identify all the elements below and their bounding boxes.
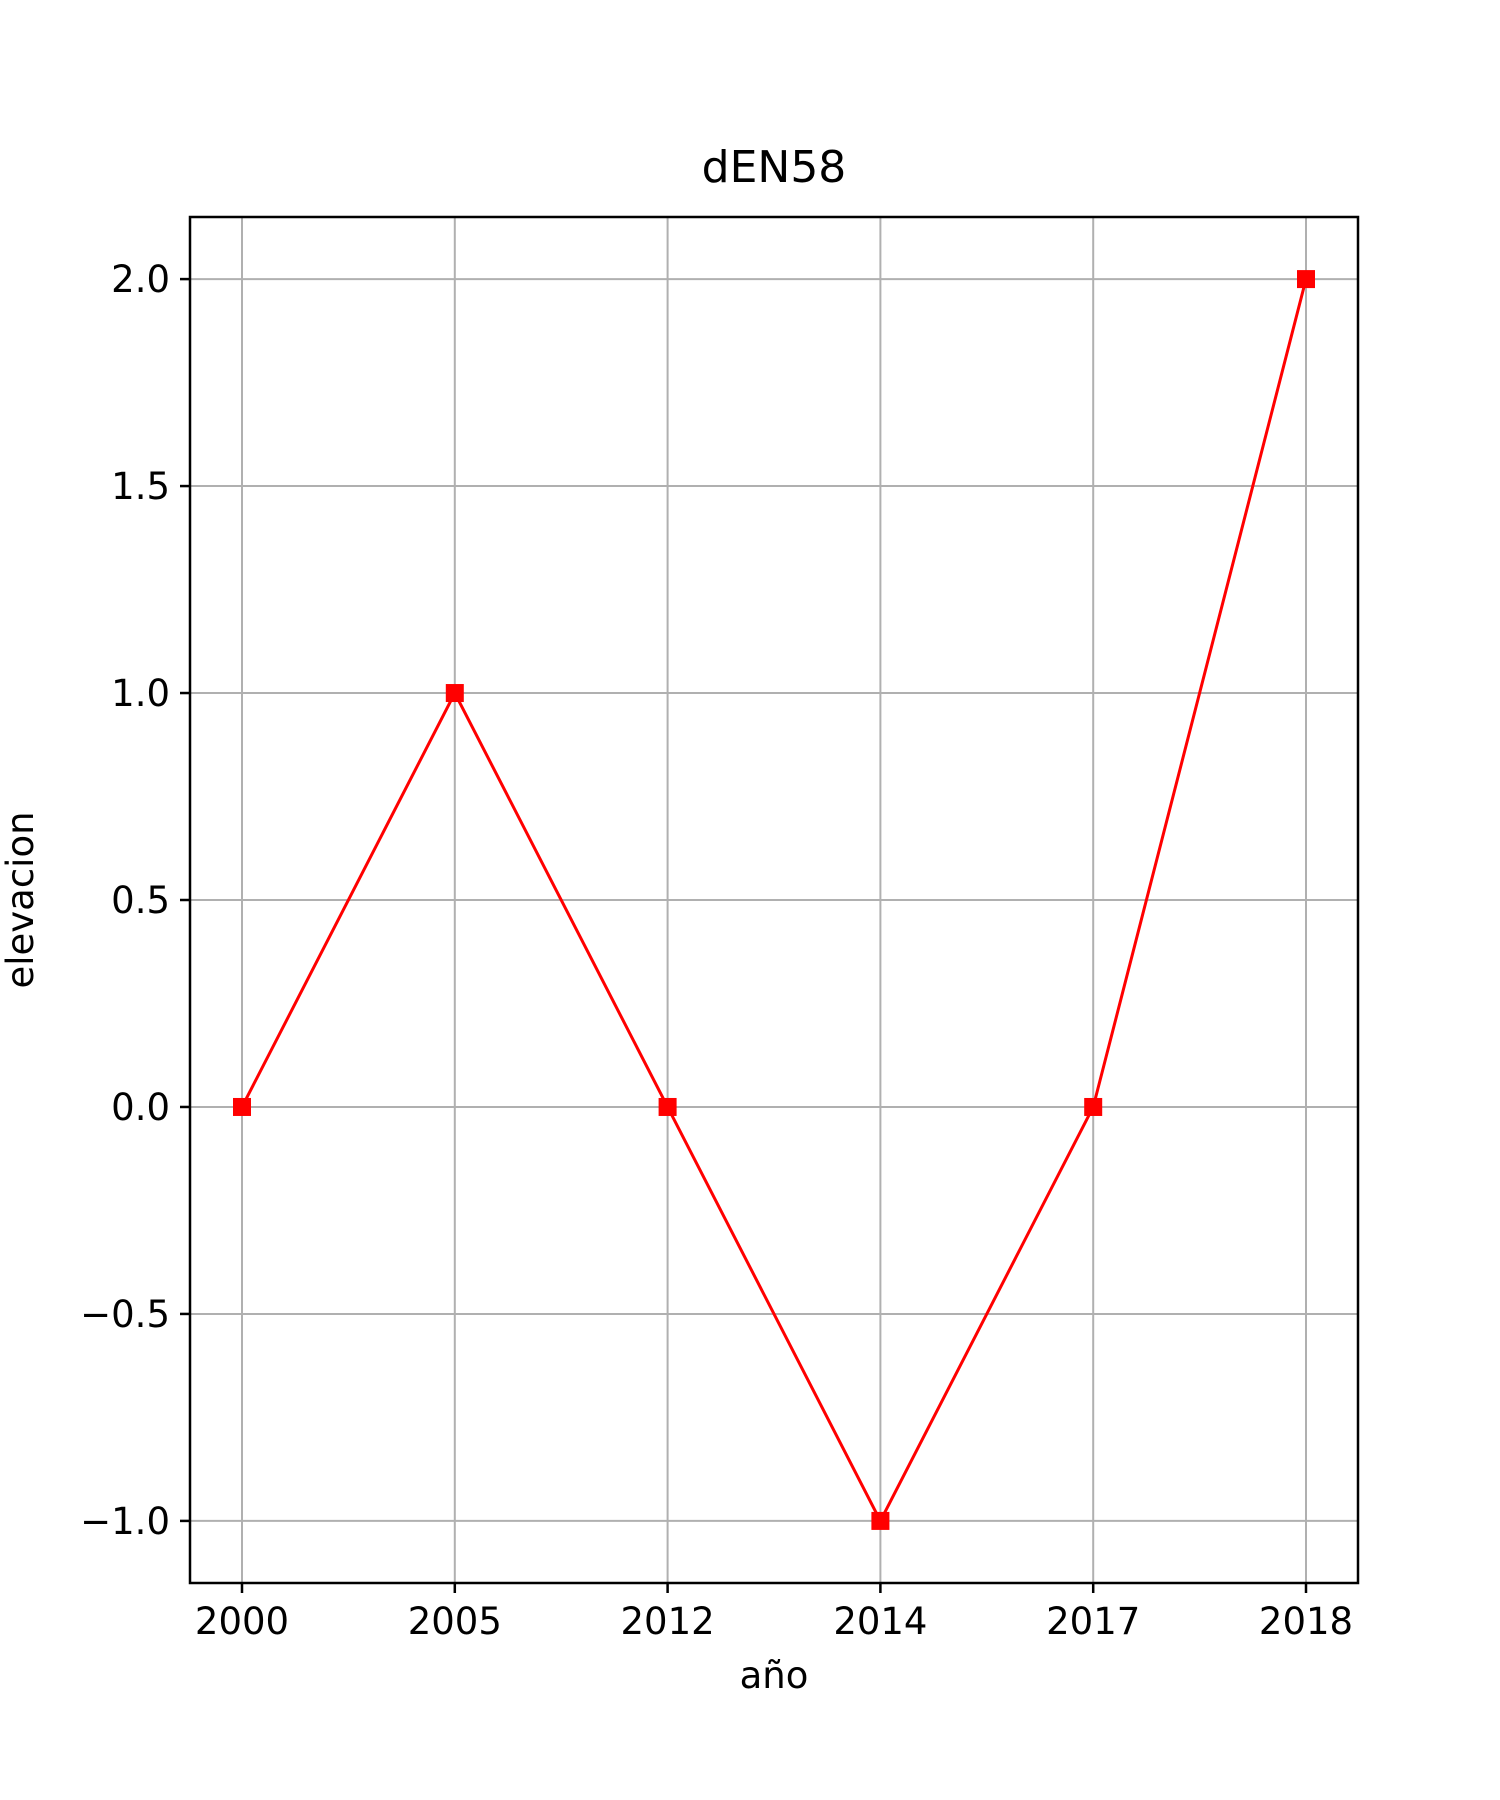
y-tick-label: 2.0 [111, 258, 170, 301]
x-tick-label: 2017 [1046, 1600, 1140, 1643]
y-tick-label: 1.0 [111, 672, 170, 715]
data-point-marker [233, 1097, 251, 1116]
series-layer [233, 270, 1315, 1530]
x-tick-label: 2000 [195, 1600, 289, 1643]
y-tick-label: −0.5 [80, 1293, 170, 1336]
y-tick-label: 0.0 [111, 1086, 170, 1129]
x-axis-label: año [740, 1654, 809, 1697]
data-point-marker [445, 684, 464, 703]
x-tick-label: 2018 [1259, 1600, 1353, 1643]
series-line [240, 278, 1308, 1525]
y-tick-label: 0.5 [111, 879, 170, 922]
data-point-marker [1084, 1097, 1103, 1116]
x-tick-label: 2014 [833, 1600, 927, 1643]
data-point-marker [871, 1511, 890, 1530]
data-point-marker [1297, 270, 1315, 289]
y-axis-label: elevacion [0, 811, 42, 988]
y-tick-label: 1.5 [111, 465, 170, 508]
data-point-marker [658, 1097, 677, 1116]
ticks: 2000 2005 2012 2014 2017 2018 −1.0 −0.5 0.0 0.5 1.… [80, 258, 1353, 1643]
y-tick-label: −1.0 [80, 1500, 170, 1543]
chart-title: dEN58 [702, 142, 847, 193]
grid [190, 217, 1358, 1583]
x-tick-label: 2005 [408, 1600, 502, 1643]
x-tick-label: 2012 [621, 1600, 715, 1643]
